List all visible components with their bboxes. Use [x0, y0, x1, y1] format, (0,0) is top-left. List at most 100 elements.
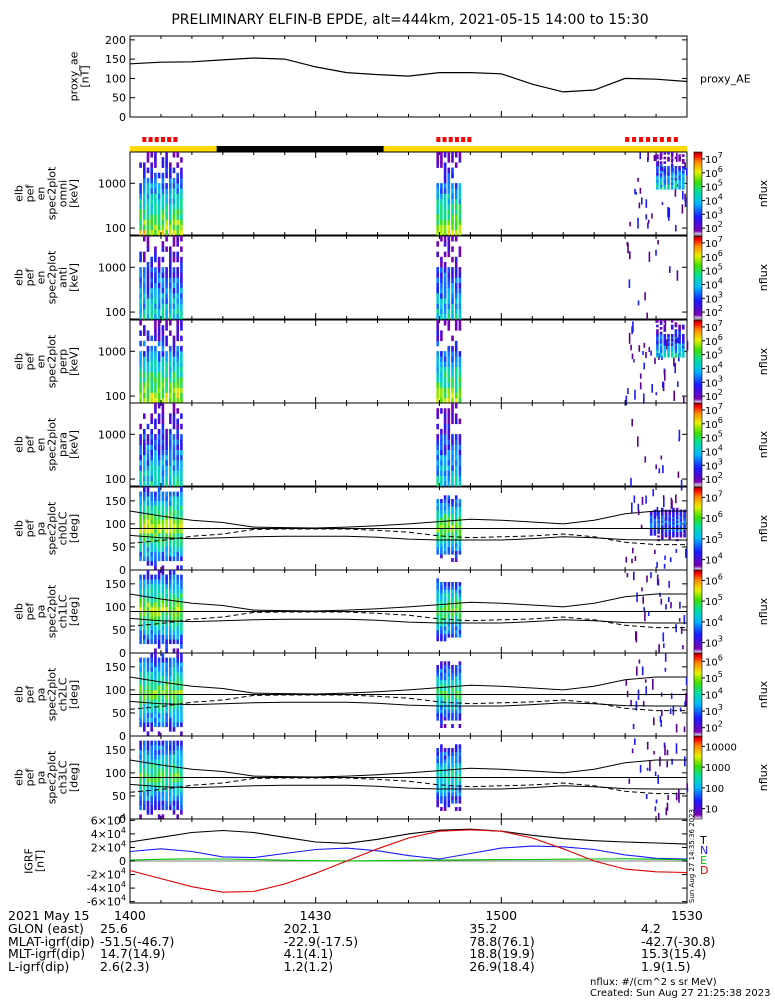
spectrogram-cell — [683, 615, 686, 625]
y-tick-label: 100 — [105, 601, 126, 614]
spectrogram-cell — [169, 209, 172, 215]
spectrogram-cell — [458, 480, 462, 487]
spectrogram-cell — [451, 303, 454, 309]
spectrogram-cell — [458, 683, 462, 688]
spectrogram-cell — [443, 499, 447, 503]
spectrogram-cell — [663, 168, 667, 171]
spectrogram-cell — [146, 236, 150, 242]
spectrogram-cell — [176, 712, 179, 718]
spectrogram-cell — [436, 465, 439, 471]
spectrogram-cell — [176, 634, 179, 640]
spectrogram-cell — [436, 781, 439, 786]
spectrogram-cell — [451, 397, 454, 404]
spectrogram-cell — [154, 759, 157, 764]
spectrogram-cell — [157, 805, 161, 811]
spectrogram-cell — [180, 611, 183, 617]
spectrogram-cell — [143, 282, 146, 289]
spectrogram-cell — [154, 157, 157, 163]
spectrogram-cell — [675, 515, 679, 518]
spectrogram-cell — [443, 167, 447, 174]
spectrogram-cell — [440, 480, 443, 487]
spectrogram-cell — [139, 694, 142, 700]
spectrogram-cell — [436, 293, 439, 299]
spectrogram-cell — [656, 338, 659, 342]
spectrogram-cell — [664, 535, 668, 538]
spectrogram-cell — [668, 207, 671, 218]
spectrogram-cell — [649, 533, 653, 536]
spectrogram-cell — [654, 357, 656, 364]
spectrogram-cell — [669, 708, 672, 714]
spectrogram-cell — [157, 277, 161, 283]
spectrogram-cell — [161, 157, 165, 163]
spectrogram-cell — [451, 683, 454, 688]
spectrogram-cell — [451, 470, 454, 476]
spectrogram-cell — [443, 517, 447, 522]
spectrogram-cell — [176, 579, 179, 585]
spectrogram-cell — [663, 343, 667, 346]
spectrogram-cell — [146, 634, 150, 640]
spectrogram-cell — [451, 371, 454, 378]
spectrogram-cell — [451, 403, 454, 409]
spectrogram-cell — [454, 762, 458, 767]
spectrogram-cell — [172, 177, 176, 184]
spectrogram-cell — [143, 267, 146, 273]
spectrogram-cell — [161, 717, 165, 723]
spectrogram-cell — [154, 579, 157, 585]
spectrogram-cell — [157, 193, 161, 199]
spectrogram-cell — [154, 418, 157, 425]
spectrogram-cell — [154, 423, 157, 430]
colorbar-tick-label: 10000 — [705, 742, 737, 753]
footer-row-label: MLAT-igrf(dip) — [8, 933, 95, 949]
spectrogram-cell — [146, 444, 150, 450]
spectrogram-cell — [165, 434, 168, 440]
spectrogram-cell — [645, 214, 648, 220]
y-tick-label: 150 — [105, 578, 126, 591]
spectrogram-cell — [146, 487, 150, 492]
spectrogram-cell — [668, 537, 671, 540]
spectrogram-cell — [454, 449, 458, 456]
spectrogram-cell — [161, 740, 165, 746]
spectrogram-cell — [654, 549, 656, 554]
spectrogram-cell — [139, 209, 142, 215]
spectrogram-cell — [443, 408, 447, 414]
spectrogram-cell — [670, 341, 674, 344]
spectrogram-cell — [436, 795, 439, 800]
spectrogram-cell — [656, 331, 659, 335]
spectrogram-cell — [454, 521, 458, 526]
spectrogram-cell — [458, 203, 462, 210]
spectrogram-cell — [169, 382, 172, 388]
spectrogram-cell — [172, 465, 176, 471]
spectrogram-cell — [436, 755, 439, 760]
spectrogram-cell — [161, 570, 165, 575]
spectrogram-cell — [667, 175, 670, 178]
spectrogram-cell — [157, 556, 161, 562]
spectrogram-cell — [139, 423, 142, 430]
spectrogram-cell — [454, 193, 458, 199]
spectrogram-cell — [154, 366, 157, 373]
spectrogram-cell — [440, 762, 443, 767]
spectrogram-cell — [146, 449, 150, 456]
spectrogram-cell — [143, 519, 146, 525]
spectrogram-cell — [176, 583, 179, 589]
spectrogram-cell — [154, 602, 157, 608]
footer-row-value: 18.8(19.9) — [469, 946, 535, 961]
spectrogram-cell — [668, 533, 671, 536]
spectrogram-cell — [139, 717, 142, 723]
spectrogram-cell — [150, 209, 153, 215]
spectrogram-cell — [143, 588, 146, 594]
spectrogram-cell — [169, 768, 172, 774]
spectrogram-cell — [440, 788, 443, 793]
colorbar-tick-label: 102 — [705, 220, 723, 235]
spectrogram-cell — [176, 533, 179, 538]
spectrogram-cell — [157, 361, 161, 367]
spectrogram-cell — [169, 313, 172, 320]
spectrogram-cell — [169, 510, 172, 515]
spectrogram-cell — [436, 224, 439, 231]
spectrogram-cell — [458, 712, 462, 717]
spectrogram-cell — [436, 611, 439, 616]
spectrogram-cell — [176, 303, 179, 309]
spectrogram-cell — [458, 475, 462, 482]
spectrogram-cell — [451, 543, 454, 548]
spectrogram-cell — [672, 515, 675, 518]
